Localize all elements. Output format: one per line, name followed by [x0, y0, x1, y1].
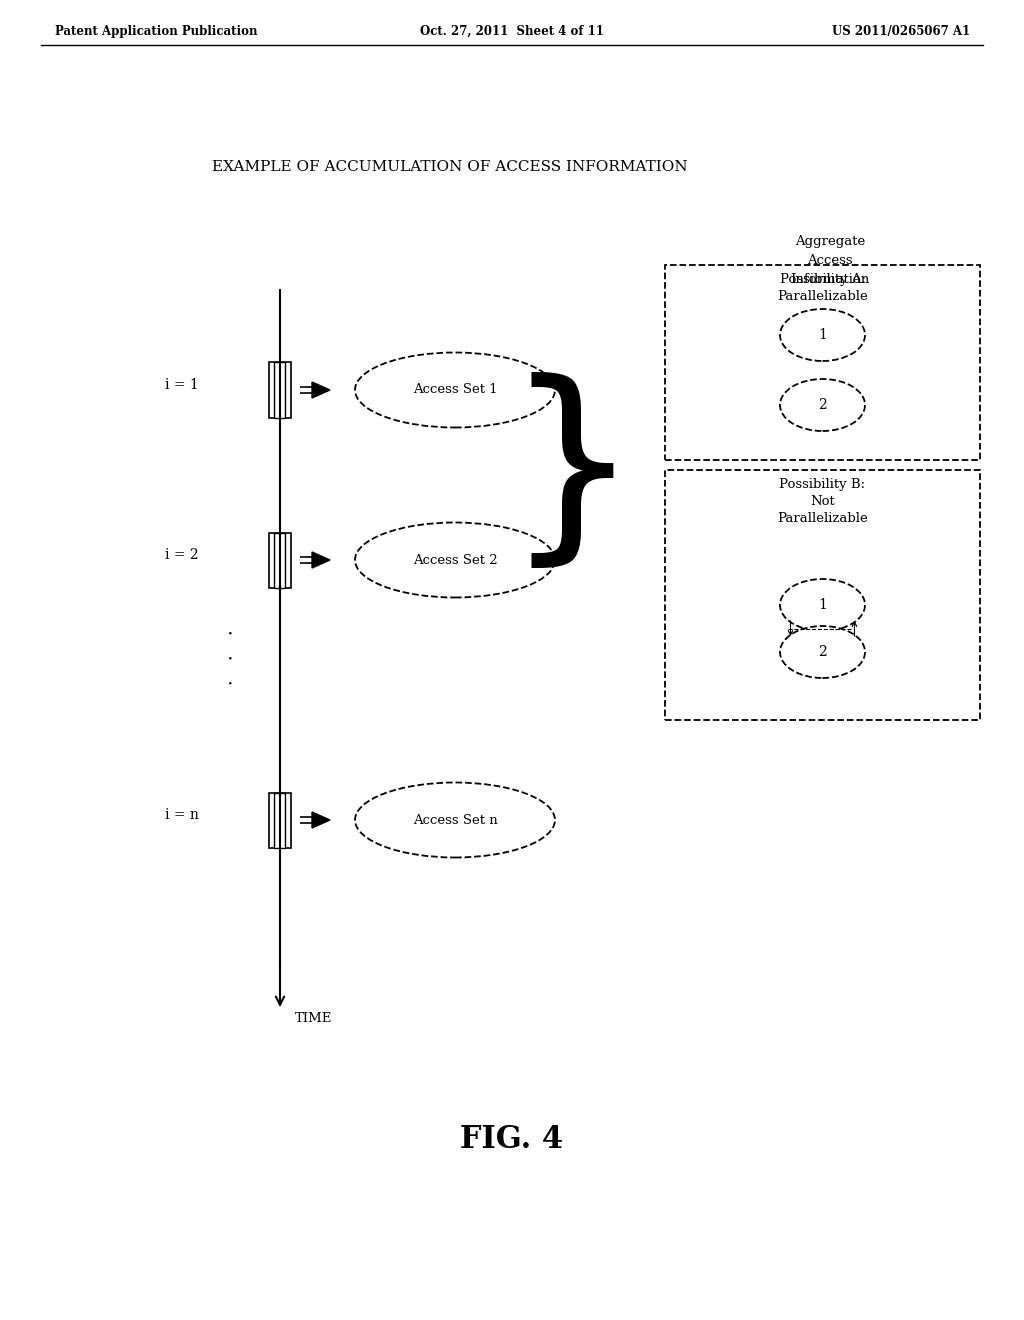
Text: Aggregate
Access
Information: Aggregate Access Information: [791, 235, 869, 286]
Text: 2: 2: [818, 399, 826, 412]
Bar: [665, 470, 980, 719]
Bar: [665, 265, 980, 459]
Text: TIME: TIME: [295, 1012, 333, 1026]
Text: Access Set 2: Access Set 2: [413, 553, 498, 566]
Text: Oct. 27, 2011  Sheet 4 of 11: Oct. 27, 2011 Sheet 4 of 11: [420, 25, 604, 38]
Text: i = n: i = n: [165, 808, 199, 822]
Text: Possibility B:
Not
Parallelizable: Possibility B: Not Parallelizable: [777, 478, 868, 525]
Bar: [269, 363, 291, 417]
Polygon shape: [312, 552, 330, 568]
Bar: [269, 532, 291, 587]
Ellipse shape: [355, 523, 555, 598]
Text: Possibility A:
Parallelizable: Possibility A: Parallelizable: [777, 273, 868, 304]
Text: Access Set 1: Access Set 1: [413, 384, 498, 396]
Text: ⋅
⋅
⋅: ⋅ ⋅ ⋅: [226, 626, 233, 694]
Text: Access Set n: Access Set n: [413, 813, 498, 826]
Bar: [274, 532, 286, 587]
Text: EXAMPLE OF ACCUMULATION OF ACCESS INFORMATION: EXAMPLE OF ACCUMULATION OF ACCESS INFORM…: [212, 160, 688, 174]
Text: 1: 1: [818, 598, 827, 612]
Text: i = 2: i = 2: [165, 548, 199, 562]
Bar: [274, 792, 286, 847]
Bar: [269, 792, 291, 847]
Ellipse shape: [355, 783, 555, 858]
Ellipse shape: [780, 379, 865, 432]
Text: }: }: [505, 372, 639, 577]
Ellipse shape: [780, 626, 865, 678]
Bar: [274, 363, 286, 417]
Text: Patent Application Publication: Patent Application Publication: [55, 25, 257, 38]
Polygon shape: [312, 812, 330, 828]
Text: 1: 1: [818, 327, 827, 342]
Text: FIG. 4: FIG. 4: [461, 1125, 563, 1155]
Text: US 2011/0265067 A1: US 2011/0265067 A1: [831, 25, 970, 38]
Ellipse shape: [780, 309, 865, 360]
Ellipse shape: [780, 579, 865, 631]
Ellipse shape: [355, 352, 555, 428]
Text: i = 1: i = 1: [165, 378, 199, 392]
Text: 2: 2: [818, 645, 826, 659]
Polygon shape: [312, 381, 330, 399]
